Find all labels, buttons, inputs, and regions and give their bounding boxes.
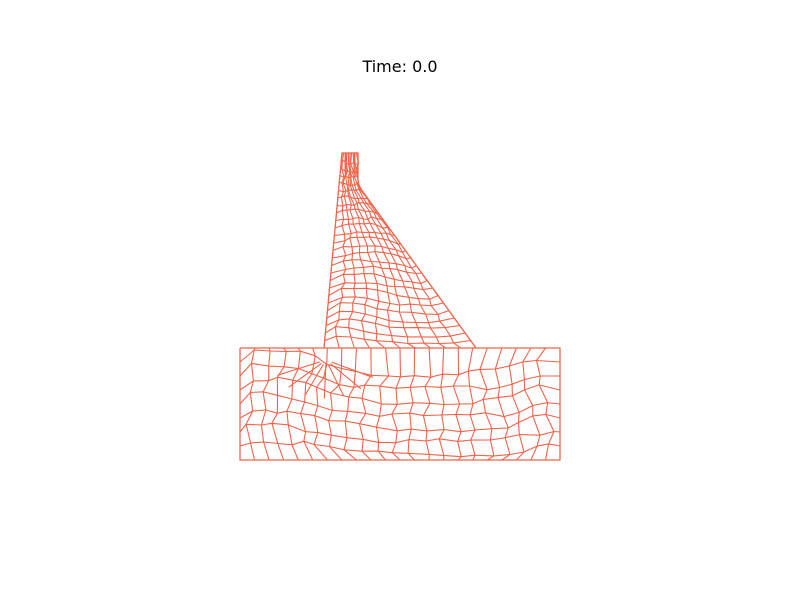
dam-row-line bbox=[325, 326, 466, 338]
dam-col-line bbox=[349, 152, 401, 349]
heel-fan-line bbox=[331, 361, 374, 378]
mesh-lines bbox=[239, 152, 561, 461]
foundation-col-line bbox=[452, 347, 462, 461]
dam-row-line bbox=[324, 335, 471, 345]
figure-title: Time: 0.0 bbox=[362, 57, 438, 76]
heel-fan-line bbox=[288, 362, 322, 388]
dam-col-line bbox=[347, 153, 386, 349]
foundation-col-line bbox=[535, 347, 555, 461]
dam-col-line bbox=[350, 152, 416, 349]
foundation-col-line bbox=[479, 347, 495, 461]
foundation-col-line bbox=[300, 347, 316, 461]
foundation-col-line bbox=[245, 347, 256, 461]
heel-fan-line bbox=[323, 364, 327, 399]
foundation-col-line bbox=[271, 347, 287, 461]
foundation-col-line bbox=[508, 347, 525, 461]
dam-col-line bbox=[352, 152, 431, 349]
foundation-col-line bbox=[407, 347, 416, 461]
foundation-col-line bbox=[343, 347, 357, 461]
foundation-col-line bbox=[438, 347, 445, 461]
heel-fan-line bbox=[277, 361, 321, 376]
foundation-col-line bbox=[375, 347, 389, 461]
foundation-col-line bbox=[391, 347, 402, 461]
dam-col-line bbox=[344, 152, 371, 349]
foundation-col-line bbox=[328, 347, 343, 461]
foundation-col-line bbox=[494, 347, 511, 461]
heel-fan-line bbox=[330, 363, 362, 390]
foundation-outline bbox=[239, 347, 561, 461]
foundation-col-line bbox=[522, 347, 541, 461]
dam-outline bbox=[323, 152, 477, 349]
foundation-row-line bbox=[239, 440, 561, 458]
dam-col-line bbox=[355, 152, 462, 349]
mesh-outline bbox=[239, 152, 561, 461]
heel-fan-line bbox=[327, 364, 345, 397]
dam-col-line bbox=[342, 152, 356, 349]
foundation-col-line bbox=[467, 347, 476, 461]
dam-row-line bbox=[326, 310, 455, 324]
heel-fan-line bbox=[304, 364, 324, 396]
dam-col-line bbox=[334, 152, 347, 349]
foundation-col-line bbox=[286, 347, 301, 461]
dam-row-line bbox=[327, 296, 444, 307]
foundation-col-line bbox=[422, 347, 432, 461]
foundation-col-line bbox=[358, 347, 372, 461]
dam-col-line bbox=[357, 153, 477, 349]
foundation-col-line bbox=[260, 347, 271, 461]
